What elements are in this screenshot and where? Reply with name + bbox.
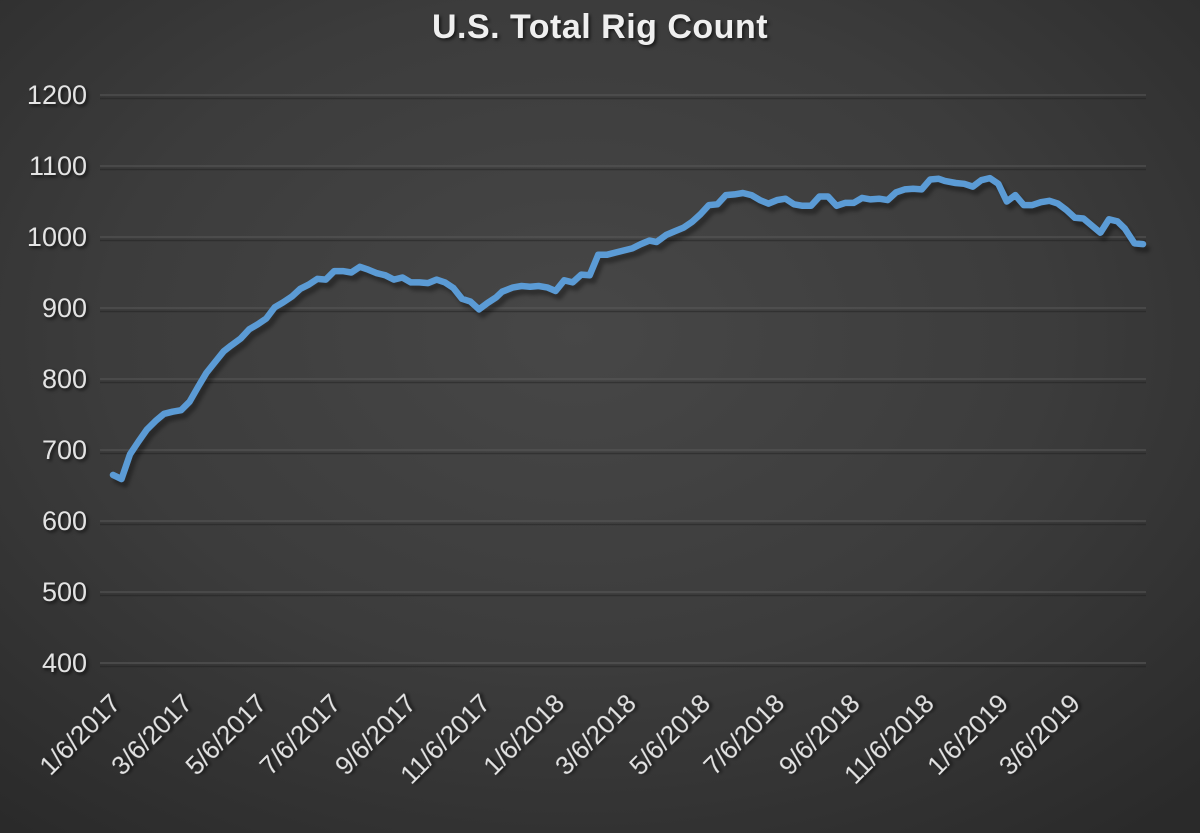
x-axis-tick-label: 5/6/2017	[179, 688, 272, 781]
y-axis-tick-label: 500	[42, 577, 87, 607]
y-axis-tick-label: 800	[42, 364, 87, 394]
x-axis-tick-label: 3/6/2017	[105, 688, 198, 781]
y-axis-tick-label: 600	[42, 506, 87, 536]
y-axis-tick-label: 1200	[27, 80, 87, 110]
rig-count-line-series	[109, 174, 1147, 483]
y-axis-tick-label: 1000	[27, 222, 87, 252]
y-axis-tick-label: 900	[42, 293, 87, 323]
y-axis-labels-group: 1200 1100 1000 900 800 700 600 500 400	[27, 80, 87, 678]
y-axis-tick-label: 400	[42, 648, 87, 678]
x-axis-tick-label: 3/6/2019	[993, 688, 1086, 781]
rig-count-line-shadow	[113, 179, 1150, 488]
series-group	[109, 174, 1150, 488]
chart-title: U.S. Total Rig Count	[431, 8, 769, 46]
x-axis-tick-label: 5/6/2018	[623, 688, 716, 781]
x-axis-labels-group: 1/6/20173/6/20175/6/20177/6/20179/6/2017…	[33, 688, 1085, 790]
x-axis-tick-label: 7/6/2018	[697, 688, 790, 781]
x-axis-tick-label: 7/6/2017	[254, 688, 347, 781]
x-axis-tick-label: 3/6/2018	[549, 688, 642, 781]
y-axis-tick-label: 1100	[29, 151, 87, 181]
y-axis-tick-label: 700	[42, 435, 87, 465]
